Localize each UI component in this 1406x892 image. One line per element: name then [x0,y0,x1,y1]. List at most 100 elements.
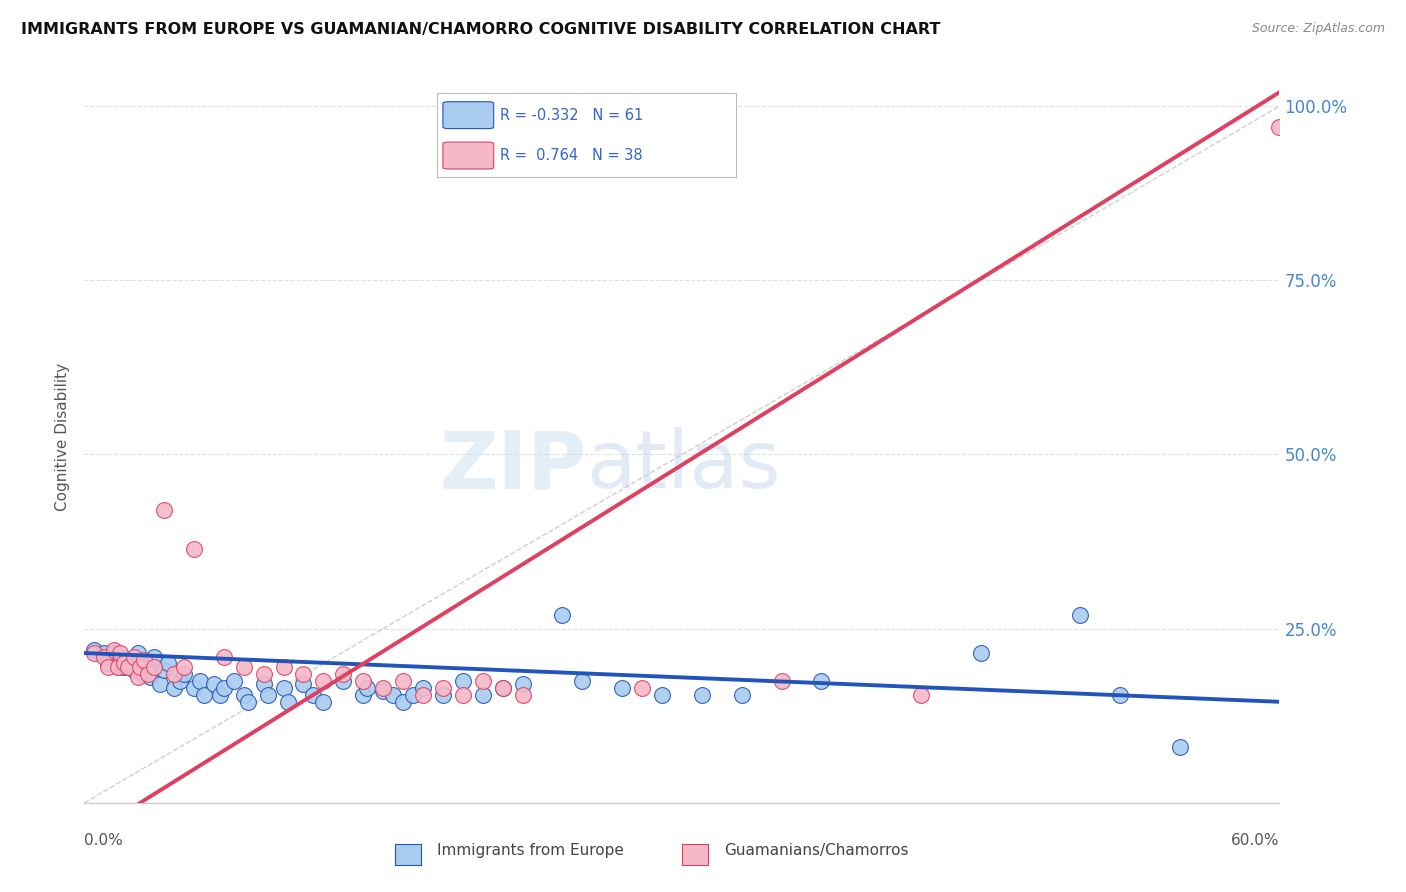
Point [149,677,172,691]
Point [273,660,295,674]
Point [451,688,474,702]
Point [110,649,132,664]
Point [153,664,176,678]
Point [183,681,205,695]
Point [731,688,754,702]
Point [471,673,494,688]
Point [117,653,139,667]
Point [127,646,149,660]
Point [292,677,315,691]
Text: 60.0%: 60.0% [1232,833,1279,848]
Point [392,673,415,688]
Point [277,695,299,709]
Point [631,681,654,695]
Y-axis label: Cognitive Disability: Cognitive Disability [55,363,70,511]
Point [193,688,215,702]
Point [129,660,152,674]
Point [373,681,395,695]
Text: ZIP: ZIP [439,427,586,506]
Point [432,681,454,695]
Point [173,667,195,681]
Point [412,681,434,695]
Point [471,688,494,702]
Point [451,673,474,688]
Point [571,673,593,688]
Point [153,503,176,517]
Point [122,649,145,664]
Point [492,681,515,695]
Point [83,642,105,657]
Point [332,673,354,688]
Point [132,653,156,667]
Point [139,670,162,684]
Point [382,688,405,702]
Text: Source: ZipAtlas.com: Source: ZipAtlas.com [1251,22,1385,36]
Point [169,673,191,688]
Point [356,681,378,695]
Point [1069,607,1091,622]
Point [136,667,159,681]
Point [352,688,374,702]
Point [93,646,115,660]
Point [651,688,673,702]
Point [208,688,231,702]
Text: Guamanians/Chamorros: Guamanians/Chamorros [724,843,908,858]
Point [551,607,574,622]
Point [112,660,135,674]
Point [110,646,132,660]
Point [970,646,993,660]
Point [103,646,125,660]
Text: atlas: atlas [586,427,780,506]
Point [236,695,259,709]
Point [612,681,634,695]
Point [83,646,105,660]
Text: 0.0%: 0.0% [84,833,124,848]
Point [512,688,534,702]
Point [253,677,276,691]
Point [1268,120,1291,134]
Point [302,688,325,702]
Point [512,677,534,691]
Point [232,688,254,702]
Point [107,660,129,674]
Point [143,649,166,664]
Point [222,673,245,688]
Point [188,673,211,688]
Point [312,673,335,688]
Point [212,649,235,664]
Point [253,667,276,681]
Text: IMMIGRANTS FROM EUROPE VS GUAMANIAN/CHAMORRO COGNITIVE DISABILITY CORRELATION CH: IMMIGRANTS FROM EUROPE VS GUAMANIAN/CHAM… [21,22,941,37]
Point [112,657,135,671]
Point [432,688,454,702]
Point [232,660,254,674]
Point [163,667,186,681]
Point [202,677,225,691]
Text: Immigrants from Europe: Immigrants from Europe [437,843,624,858]
Point [292,667,315,681]
Point [412,688,434,702]
Point [107,660,129,674]
Point [97,660,120,674]
Point [273,681,295,695]
Point [93,649,115,664]
Point [129,657,152,671]
Point [256,688,278,702]
Point [492,681,515,695]
Point [352,673,374,688]
Point [136,660,159,674]
Point [183,541,205,556]
Point [332,667,354,681]
Point [173,660,195,674]
Point [373,684,395,698]
Point [122,664,145,678]
Point [157,657,180,671]
Point [143,660,166,674]
Point [103,642,125,657]
Point [312,695,335,709]
Point [910,688,932,702]
Point [690,688,713,702]
Point [1109,688,1132,702]
Point [117,660,139,674]
Point [127,670,149,684]
Point [1168,740,1191,755]
